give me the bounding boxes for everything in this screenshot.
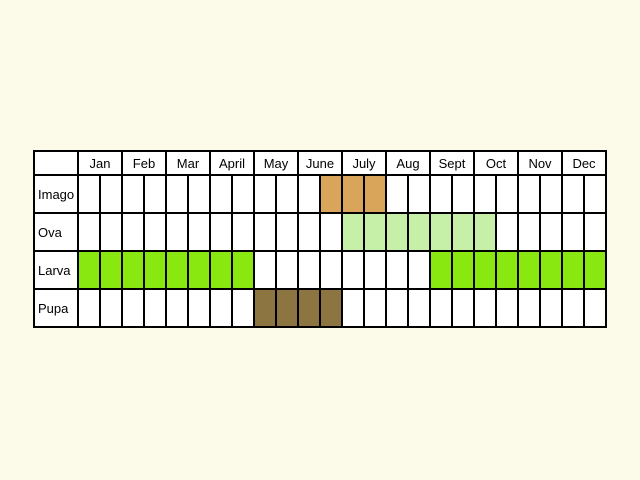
stage-label-ova: Ova xyxy=(38,225,63,240)
month-header-may: May xyxy=(264,156,289,171)
stage-fill-ova-0 xyxy=(342,213,496,251)
month-header-jan: Jan xyxy=(90,156,111,171)
month-header-june: June xyxy=(306,156,334,171)
calendar-labels: Jan Feb Mar April May June July Aug Sept Oct Nov De… xyxy=(38,156,596,316)
month-header-mar: Mar xyxy=(177,156,200,171)
calendar-grid xyxy=(33,150,607,328)
stage-label-imago: Imago xyxy=(38,187,74,202)
month-header-nov: Nov xyxy=(528,156,552,171)
stage-label-larva: Larva xyxy=(38,263,71,278)
stage-label-pupa: Pupa xyxy=(38,301,69,316)
month-header-july: July xyxy=(352,156,376,171)
month-header-apr: April xyxy=(219,156,245,171)
month-header-aug: Aug xyxy=(396,156,419,171)
stage-fill-imago-0 xyxy=(320,175,386,213)
month-header-dec: Dec xyxy=(572,156,596,171)
month-header-feb: Feb xyxy=(133,156,155,171)
month-header-oct: Oct xyxy=(486,156,507,171)
month-header-sept: Sept xyxy=(439,156,466,171)
